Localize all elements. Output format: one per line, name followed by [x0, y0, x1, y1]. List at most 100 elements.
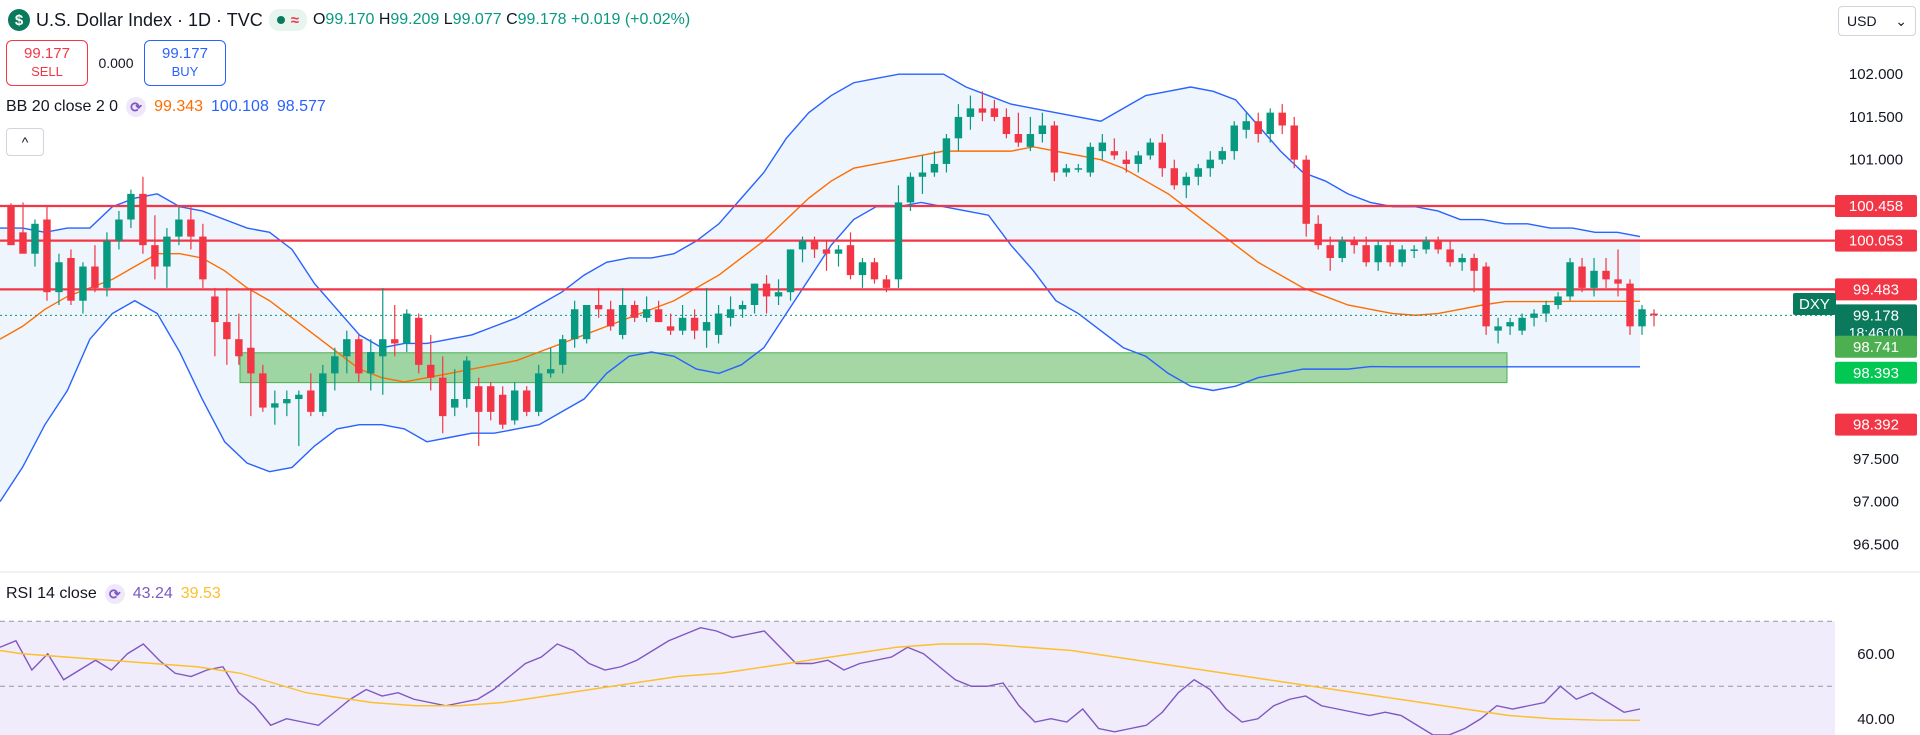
price-label-bg	[1835, 335, 1917, 358]
bb-upper-value: 100.108	[211, 98, 269, 115]
bb-label: BB 20 close 2 0	[6, 98, 119, 115]
price-label-bg	[1835, 413, 1917, 436]
rsi-line	[0, 627, 1641, 735]
price-label-bg	[1835, 229, 1917, 252]
buy-button[interactable]: 99.177 BUY	[144, 40, 226, 86]
candle-body	[1146, 142, 1155, 156]
candle-body	[798, 240, 807, 250]
candle-body	[1074, 168, 1083, 170]
candle-body	[1530, 313, 1538, 318]
candle-body	[1614, 279, 1622, 284]
candle-body	[187, 219, 195, 237]
candle-body	[151, 245, 159, 267]
candle-body	[1086, 146, 1095, 173]
candle-body	[510, 390, 519, 421]
refresh-icon[interactable]: ⟳	[126, 97, 147, 117]
candle-body	[978, 108, 987, 113]
candle-body	[690, 317, 699, 331]
refresh-icon[interactable]: ⟳	[104, 584, 125, 604]
price-label-bg	[1835, 304, 1917, 343]
candle-body	[714, 313, 723, 335]
candle-body	[570, 309, 579, 340]
candle-body	[1050, 125, 1059, 173]
candle-body	[1158, 142, 1167, 169]
candle-body	[139, 193, 147, 246]
high-value: 99.209	[390, 11, 440, 28]
candle-body	[1326, 245, 1334, 258]
collapse-legend-button[interactable]: ^	[6, 128, 44, 156]
candle-body	[582, 305, 591, 340]
candle-body	[1398, 249, 1406, 263]
candle-body	[175, 219, 183, 237]
y-tick-label: 102.000	[1849, 66, 1903, 83]
spread-value: 0.000	[98, 55, 134, 71]
candle-body	[1122, 159, 1131, 164]
candle-body	[403, 313, 411, 344]
candle-body	[630, 305, 639, 318]
candle-body	[1254, 121, 1262, 135]
candle-body	[882, 279, 891, 288]
candle-body	[1206, 159, 1214, 169]
dollar-logo-icon: $	[8, 9, 30, 31]
candle-body	[486, 386, 495, 412]
candle-body	[1554, 296, 1562, 305]
candle-body	[199, 236, 207, 280]
symbol-header: $ U.S. Dollar Index · 1D · TVC ≈ O99.170…	[8, 8, 690, 32]
candle-body	[115, 219, 123, 241]
candle-body	[702, 322, 711, 331]
candle-body	[1098, 142, 1107, 152]
candle-body	[91, 266, 99, 288]
candle-body	[19, 232, 27, 254]
candle-body	[427, 364, 435, 378]
candle-body	[55, 262, 63, 293]
chevron-up-icon: ^	[21, 134, 29, 150]
candle-body	[1314, 223, 1322, 246]
bb-fill	[0, 74, 1640, 502]
ohlc-values: O99.170 H99.209 L99.077 C99.178 +0.019 (…	[313, 11, 690, 29]
rsi-ma-line	[0, 643, 1641, 721]
candle-body	[1458, 257, 1466, 263]
candle-body	[259, 373, 267, 408]
market-status-pill[interactable]: ≈	[268, 9, 307, 31]
y-tick-label: 101.500	[1849, 109, 1903, 126]
candle-body	[846, 245, 855, 276]
currency-select[interactable]: USD ⌄	[1838, 6, 1916, 36]
candle-body	[942, 138, 951, 164]
candle-body	[1014, 134, 1023, 143]
candle-body	[1626, 283, 1634, 327]
candle-body	[558, 339, 567, 365]
open-value: 99.170	[325, 11, 375, 28]
sell-button[interactable]: 99.177 SELL	[6, 40, 88, 86]
candle-body	[498, 394, 507, 425]
open-key: O	[312, 11, 326, 28]
low-key: L	[443, 11, 453, 28]
rsi-tick-label: 40.00	[1857, 711, 1895, 728]
high-key: H	[378, 11, 391, 28]
candle-body	[235, 339, 243, 357]
close-key: C	[506, 11, 518, 28]
candle-body	[1374, 245, 1382, 263]
sell-label: SELL	[31, 64, 63, 79]
bb-lower-value: 98.577	[276, 98, 326, 115]
price-label: 100.458	[1849, 198, 1903, 215]
candle-body	[1026, 134, 1035, 147]
change-value: +0.019 (+0.02%)	[571, 11, 691, 28]
candle-body	[1242, 121, 1250, 130]
candle-body	[1302, 159, 1310, 224]
candle-body	[906, 176, 915, 203]
candle-body	[1602, 270, 1610, 280]
candle-body	[1518, 317, 1526, 331]
y-tick-label: 96.500	[1853, 536, 1899, 553]
bb-legend[interactable]: BB 20 close 2 0 ⟳ 99.343 100.108 98.577	[6, 97, 326, 117]
symbol-title[interactable]: U.S. Dollar Index · 1D · TVC	[36, 9, 263, 30]
candle-body	[594, 305, 603, 310]
rsi-legend[interactable]: RSI 14 close ⟳ 43.24 39.53	[6, 584, 221, 604]
candle-body	[1578, 266, 1586, 288]
candle-body	[1350, 240, 1358, 246]
price-label: 98.392	[1853, 417, 1899, 434]
candle-body	[367, 352, 375, 374]
rsi-value: 43.24	[132, 585, 173, 602]
candle-body	[1266, 112, 1274, 135]
